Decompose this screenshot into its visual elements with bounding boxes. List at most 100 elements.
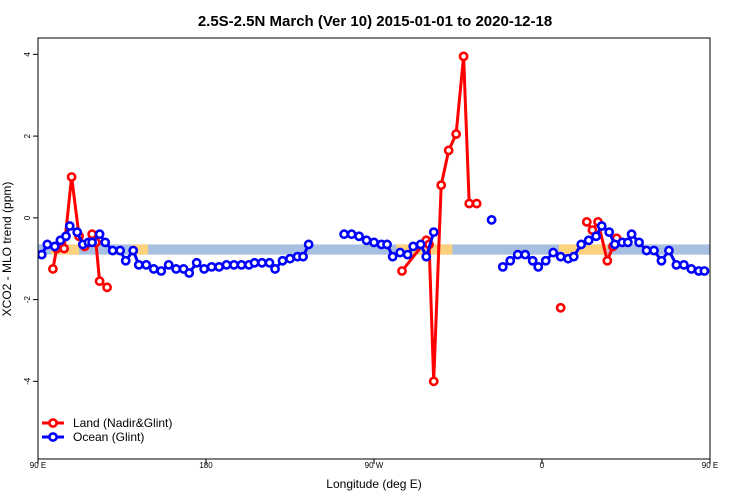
data-point [548, 247, 559, 258]
data-point [443, 145, 454, 156]
chart-title: 2.5S-2.5N March (Ver 10) 2015-01-01 to 2… [198, 13, 552, 30]
plot-area [38, 51, 750, 387]
data-point [664, 245, 674, 256]
data-point [94, 229, 105, 240]
data-point [428, 227, 439, 238]
data-point [285, 253, 295, 264]
series-land [48, 51, 750, 387]
data-point [141, 259, 152, 270]
y-tick-label: -2 [23, 295, 32, 303]
data-point [721, 265, 728, 272]
data-point [270, 264, 280, 274]
data-point [214, 261, 224, 272]
data-point [471, 198, 482, 209]
data-point [303, 239, 314, 250]
data-point [59, 243, 70, 254]
data-point [505, 255, 516, 266]
data-point [42, 239, 53, 250]
land-band [723, 244, 750, 254]
data-point [395, 247, 406, 258]
data-point [415, 239, 426, 250]
data-point [38, 249, 47, 260]
data-point [458, 51, 469, 62]
data-point [555, 251, 566, 262]
series-line [400, 54, 477, 383]
x-tick-label: 90 E [30, 461, 46, 470]
x-tick-label: 0 [540, 461, 545, 470]
data-point [133, 259, 144, 270]
data-point [100, 237, 111, 248]
ocean-band [38, 244, 710, 255]
data-point [497, 261, 508, 272]
data-point [656, 255, 667, 266]
data-point [609, 239, 620, 250]
data-point [156, 266, 167, 276]
data-point [361, 235, 372, 246]
series-ocean [38, 214, 710, 278]
data-point [128, 245, 139, 256]
data-point [451, 129, 462, 139]
series-line [725, 177, 750, 287]
data-point [264, 257, 275, 268]
data-point [486, 214, 497, 225]
data-point [678, 259, 689, 270]
data-point [641, 245, 652, 256]
data-point [604, 227, 615, 238]
data-point [87, 229, 98, 240]
data-point [163, 259, 174, 270]
data-point [408, 241, 419, 252]
data-point [402, 249, 413, 260]
x-axis-label: Longitude (deg E) [326, 477, 421, 491]
x-tick-label: 180 [199, 461, 213, 470]
y-axis-label: XCO2 - MLO trend (ppm) [0, 182, 14, 317]
data-point [148, 264, 159, 274]
data-point [421, 251, 432, 262]
x-tick-label: 90 E [702, 461, 718, 470]
data-point [581, 217, 592, 227]
data-point [583, 235, 594, 246]
data-point [49, 241, 60, 252]
legend-marker [48, 432, 58, 442]
data-point [387, 251, 398, 262]
data-point [671, 259, 682, 270]
x-tick-label: 90 W [365, 461, 384, 470]
data-point [107, 245, 118, 256]
data-point [48, 264, 58, 274]
data-point [102, 282, 112, 293]
data-point [191, 257, 202, 268]
data-point [87, 237, 98, 248]
data-point [634, 237, 644, 248]
data-point [171, 264, 182, 274]
data-point [229, 259, 239, 270]
data-point [249, 257, 260, 268]
y-tick-label: 0 [23, 215, 32, 220]
data-point [512, 249, 523, 260]
data-point [540, 255, 551, 266]
data-point [221, 259, 232, 270]
data-point [602, 255, 613, 266]
data-point [339, 229, 350, 240]
land-band [558, 244, 608, 255]
data-point [596, 221, 607, 231]
data-point [626, 229, 637, 240]
legend-label: Ocean (Glint) [73, 430, 144, 444]
data-point [464, 198, 475, 209]
y-tick-label: 4 [23, 52, 32, 57]
data-point [346, 229, 357, 240]
data-point [236, 259, 247, 270]
data-point [115, 245, 126, 256]
y-tick-label: -4 [23, 377, 32, 385]
data-point [649, 245, 659, 256]
legend-marker [48, 418, 58, 428]
legend-label: Land (Nadir&Glint) [73, 416, 172, 430]
y-tick-label: 2 [23, 133, 32, 138]
data-point [369, 237, 379, 248]
data-point [61, 231, 71, 242]
data-point [257, 257, 267, 268]
data-point [206, 261, 217, 272]
data-point [576, 239, 587, 250]
data-point [94, 276, 105, 287]
data-point [120, 255, 131, 266]
data-point [277, 255, 288, 266]
